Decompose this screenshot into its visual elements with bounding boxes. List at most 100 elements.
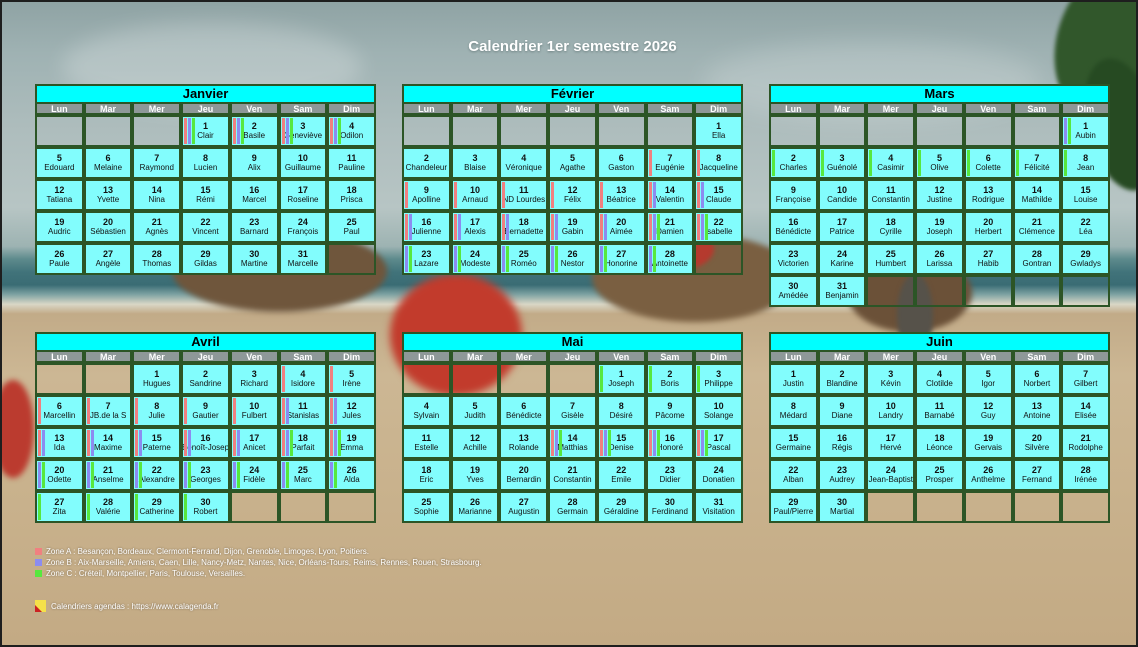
day-number: 26: [54, 249, 65, 259]
day-cell: 25 Paul: [327, 211, 376, 243]
month-table-fevrier: Février Lun Mar Mer Jeu Ven Sam Dim 1 Ella 2 Chan…: [402, 84, 743, 275]
day-number: 16: [249, 185, 260, 195]
weekday-header: Mar: [817, 102, 867, 115]
day-number: 14: [567, 433, 578, 443]
day-cell: 5 Agathe: [548, 147, 597, 179]
day-cell: 14 Nina: [132, 179, 182, 211]
day-number: 31: [837, 281, 848, 291]
day-number: 24: [885, 465, 896, 475]
vacation-zone-c-stripe: [772, 150, 775, 176]
vacation-zone-b-stripe: [334, 398, 338, 424]
empty-cell: [769, 115, 818, 147]
day-cell: 20 Sébastien: [83, 211, 133, 243]
vacation-zone-a-stripe: [502, 182, 506, 208]
day-number: 22: [616, 465, 627, 475]
day-cell: 8 Jacqueline: [694, 147, 743, 179]
month-title: Avril: [35, 332, 376, 350]
saint-name: Félicité: [1024, 163, 1050, 172]
weekday-header: Mar: [450, 102, 500, 115]
day-cell: 4 Isidore: [278, 363, 328, 395]
saint-name: Gontran: [1022, 259, 1052, 268]
day-number: 20: [103, 217, 114, 227]
day-cell: 9 Gautier: [181, 395, 230, 427]
day-number: 28: [1080, 465, 1091, 475]
vacation-zone-a-stripe: [184, 398, 188, 424]
day-cell: 28 Germain: [548, 491, 597, 523]
weekday-header: Mer: [866, 350, 916, 363]
weekday-header: Sam: [278, 102, 328, 115]
saint-name: Gisèle: [561, 411, 584, 420]
day-cell: 4 Odilon: [327, 115, 376, 147]
saint-name: Fulbert: [241, 411, 267, 420]
saint-name: Kévin: [880, 379, 901, 388]
weekday-header: Dim: [1061, 102, 1110, 115]
day-cell: 21 Anselme: [83, 459, 133, 491]
day-cell: 26 Paule: [35, 243, 84, 275]
saint-name: Roméo: [510, 259, 537, 268]
weekday-header: Jeu: [915, 350, 964, 363]
day-cell: 27 Augustin: [499, 491, 549, 523]
saint-name: Rémi: [196, 195, 215, 204]
vacation-zone-a-stripe: [184, 430, 188, 456]
saint-name: Apolline: [412, 195, 441, 204]
saint-name: Marc: [294, 475, 312, 484]
day-cell: 17 Patrice: [817, 211, 867, 243]
saint-name: Silvère: [1024, 443, 1050, 452]
saint-name: Sylvain: [413, 411, 440, 420]
day-cell: 11 Stanislas: [278, 395, 328, 427]
day-number: 20: [1031, 433, 1042, 443]
day-number: 6: [56, 401, 62, 411]
vacation-zone-c-stripe: [38, 494, 41, 520]
day-number: 28: [664, 249, 675, 259]
day-number: 10: [249, 401, 260, 411]
day-cell: 14 Maxime: [83, 427, 133, 459]
day-number: 12: [567, 185, 578, 195]
saint-name: François: [287, 227, 319, 236]
day-cell: 2 Boris: [645, 363, 695, 395]
day-number: 18: [421, 465, 432, 475]
saint-name: Nina: [148, 195, 165, 204]
day-cell: 15 Claude: [694, 179, 743, 211]
vacation-zone-c-stripe: [236, 462, 240, 488]
day-cell: 4 Véronique: [499, 147, 549, 179]
day-cell: 17 Roseline: [278, 179, 328, 211]
vacation-zone-c-stripe: [334, 462, 338, 488]
vacation-zone-a-stripe: [599, 214, 603, 240]
saint-name: Vincent: [192, 227, 219, 236]
day-number: 3: [472, 153, 478, 163]
day-number: 31: [297, 249, 308, 259]
vacation-zone-c-stripe: [1064, 150, 1068, 176]
vacation-zone-a-stripe: [405, 214, 408, 240]
day-cell: 10 Landry: [866, 395, 916, 427]
day-cell: 15 Louise: [1061, 179, 1110, 211]
empty-cell: [83, 115, 133, 147]
saint-name: Marianne: [458, 507, 492, 516]
vacation-zone-c-stripe: [338, 430, 342, 456]
day-number: 13: [54, 433, 65, 443]
day-cell: 1 Hugues: [132, 363, 182, 395]
saint-name: Marcel: [242, 195, 267, 204]
saint-name: Barnabé: [924, 411, 955, 420]
day-number: 4: [300, 369, 306, 379]
day-number: 2: [423, 153, 429, 163]
day-cell: 22 Isabelle: [694, 211, 743, 243]
day-number: 17: [837, 217, 848, 227]
vacation-zone-b-stripe: [42, 430, 45, 456]
day-cell: 16 Bénédicte: [769, 211, 818, 243]
day-number: 3: [716, 369, 722, 379]
footer-link[interactable]: Calendriers agendas : https://www.calage…: [51, 601, 219, 611]
day-number: 11: [346, 153, 357, 163]
saint-name: Elisée: [1074, 411, 1097, 420]
weekday-header-row: Lun Mar Mer Jeu Ven Sam Dim: [402, 102, 743, 115]
day-number: 23: [421, 249, 432, 259]
day-number: 16: [664, 433, 675, 443]
vacation-zone-b-stripe: [502, 246, 506, 272]
saint-name: Boris: [660, 379, 680, 388]
day-number: 19: [54, 217, 65, 227]
day-number: 3: [888, 369, 894, 379]
legend-row-zone-b: Zone B : Aix-Marseille, Amiens, Caen, Li…: [35, 557, 482, 567]
vacation-zone-a-stripe: [405, 182, 408, 208]
weekday-header-row: Lun Mar Mer Jeu Ven Sam Dim: [402, 350, 743, 363]
day-number: 27: [1031, 465, 1042, 475]
vacation-zone-c-stripe: [705, 430, 709, 456]
